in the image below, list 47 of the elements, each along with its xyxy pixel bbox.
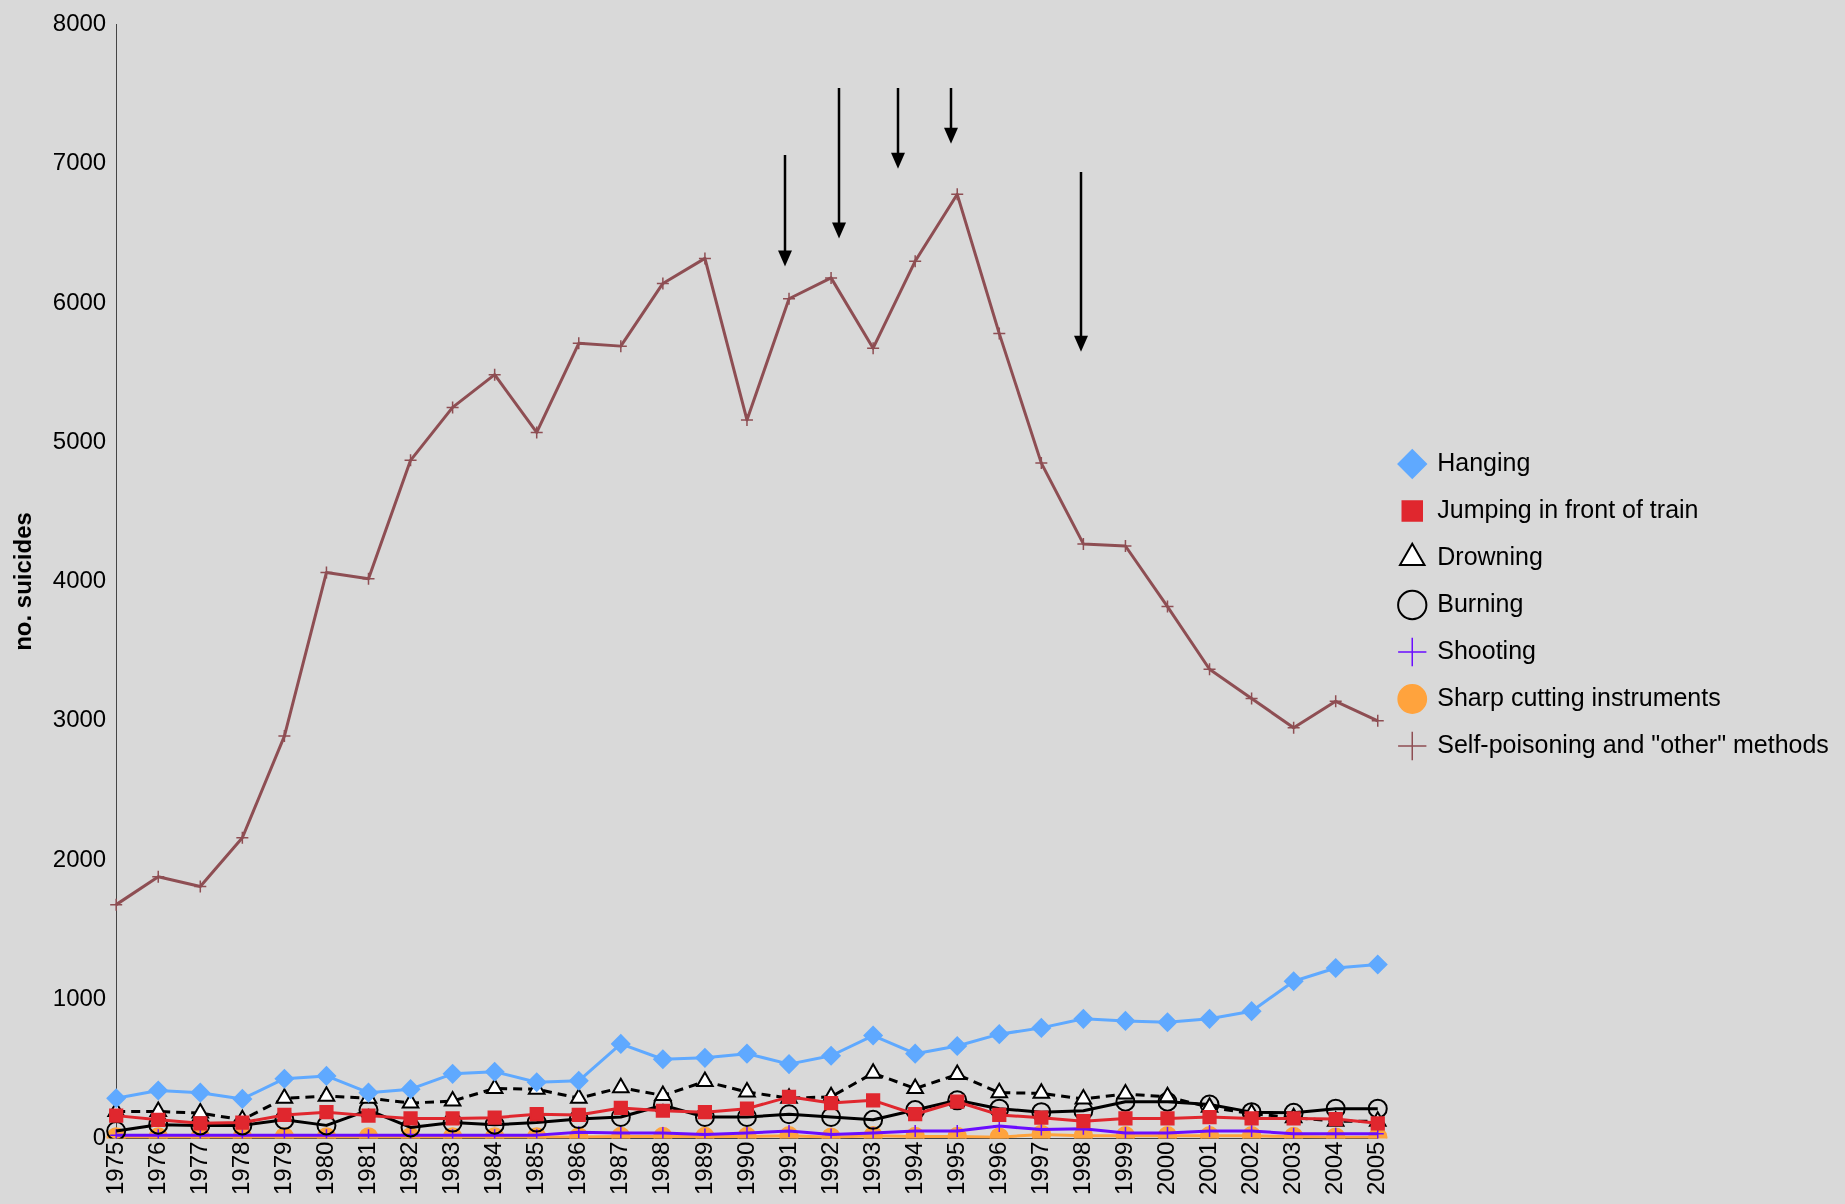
y-tick-label: 1000 <box>52 983 107 1011</box>
x-tick-label: 1996 <box>983 1141 1011 1195</box>
x-tick-label: 1981 <box>353 1141 381 1195</box>
x-tick-label: 2002 <box>1236 1141 1264 1195</box>
legend-label: Burning <box>1437 588 1524 617</box>
x-tick-label: 1986 <box>563 1141 591 1195</box>
x-tick-label: 1999 <box>1110 1141 1138 1195</box>
y-tick-label: 6000 <box>52 287 107 315</box>
x-tick-label: 2001 <box>1194 1141 1222 1195</box>
x-tick-label: 1992 <box>815 1141 843 1195</box>
y-tick-label: 2000 <box>52 844 107 872</box>
y-tick-label: 7000 <box>52 148 107 176</box>
x-tick-label: 1994 <box>899 1141 927 1195</box>
x-tick-label: 2000 <box>1152 1141 1180 1195</box>
y-tick-label: 0 <box>92 1123 107 1151</box>
y-axis-title: no. suicides <box>9 512 37 651</box>
x-tick-label: 1976 <box>142 1141 170 1195</box>
x-tick-label: 1990 <box>731 1141 759 1195</box>
legend-label: Shooting <box>1437 635 1536 664</box>
x-tick-label: 1979 <box>269 1141 297 1195</box>
x-tick-label: 1978 <box>226 1141 254 1195</box>
legend-label: Sharp cutting instruments <box>1437 682 1721 711</box>
x-tick-label: 1998 <box>1068 1141 1096 1195</box>
x-tick-label: 1991 <box>773 1141 801 1195</box>
legend-label: Drowning <box>1437 541 1543 570</box>
x-tick-label: 1982 <box>395 1141 423 1195</box>
x-tick-label: 1987 <box>605 1141 633 1195</box>
y-tick-label: 4000 <box>52 566 107 594</box>
x-tick-label: 1997 <box>1025 1141 1053 1195</box>
x-tick-label: 1993 <box>857 1141 885 1195</box>
x-tick-label: 1977 <box>184 1141 212 1195</box>
x-tick-label: 1995 <box>941 1141 969 1195</box>
y-tick-label: 5000 <box>52 426 107 454</box>
x-tick-label: 2003 <box>1278 1141 1306 1195</box>
x-tick-label: 1988 <box>647 1141 675 1195</box>
x-tick-label: 1989 <box>689 1141 717 1195</box>
legend-label: Jumping in front of train <box>1437 494 1699 523</box>
x-tick-label: 2004 <box>1320 1141 1348 1195</box>
legend-label: Self-poisoning and "other" methods <box>1437 729 1829 758</box>
x-tick-label: 1985 <box>521 1141 549 1195</box>
x-tick-label: 2005 <box>1362 1141 1390 1195</box>
x-tick-label: 1983 <box>437 1141 465 1195</box>
legend-label: Hanging <box>1437 447 1531 476</box>
y-tick-label: 8000 <box>52 9 107 37</box>
y-tick-label: 3000 <box>52 705 107 733</box>
x-tick-label: 1980 <box>311 1141 339 1195</box>
x-tick-label: 1984 <box>479 1141 507 1195</box>
